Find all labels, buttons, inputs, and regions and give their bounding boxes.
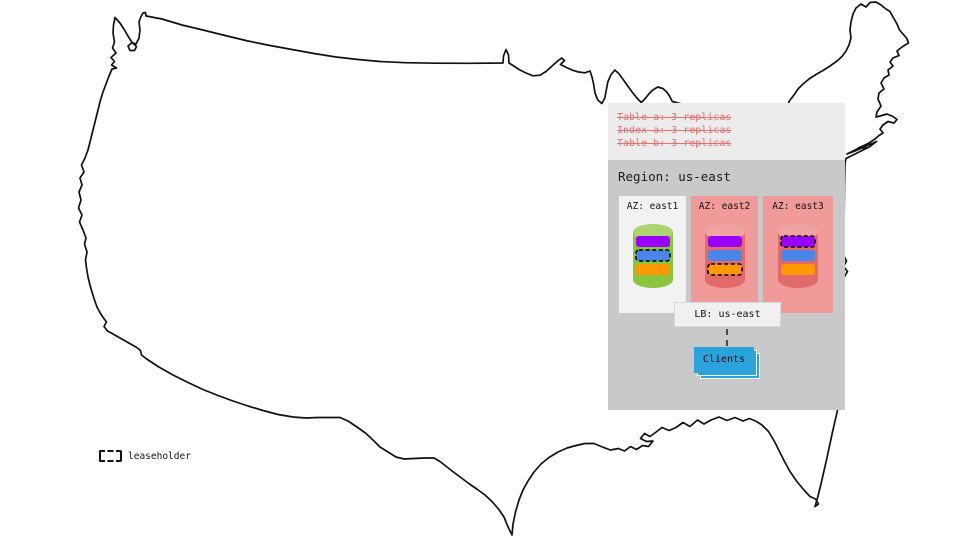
lb-clients-connector <box>726 329 728 346</box>
replica-blue-leaseholder <box>634 249 671 262</box>
replica-blue <box>707 250 742 261</box>
az-east2-box: AZ: east2 <box>691 196 758 313</box>
db-node-cylinder-green <box>632 224 673 288</box>
replica-purple-leaseholder <box>780 235 816 248</box>
region-title: Region: us-east <box>618 169 731 184</box>
clients-stack: Clients <box>694 347 760 379</box>
az-east1-box: AZ: east1 <box>619 196 686 313</box>
load-balancer-box: LB: us-east <box>674 302 781 327</box>
az-east1-label: AZ: east1 <box>626 201 679 212</box>
clients-label: Clients <box>702 354 746 365</box>
leaseholder-swatch-icon <box>99 450 122 462</box>
replica-purple <box>707 236 742 247</box>
db-node-cylinder-red <box>778 224 818 288</box>
replica-purple <box>635 236 670 247</box>
leaseholder-legend: leaseholder <box>99 450 191 462</box>
region-box: Region: us-east AZ: east1 AZ: east2 AZ: … <box>608 160 845 410</box>
long-island-mark <box>857 143 867 150</box>
replica-orange <box>781 264 815 275</box>
replica-annotations-box: Table a: 3 replicas Index a: 3 replicas … <box>608 103 845 160</box>
replica-orange-leaseholder <box>706 263 743 276</box>
az-east3-box: AZ: east3 <box>763 196 833 313</box>
db-node-cylinder-red <box>704 224 745 288</box>
annotation-table-b: Table b: 3 replicas <box>617 138 732 149</box>
replica-blue <box>781 250 815 261</box>
annotation-table-a: Table a: 3 replicas <box>617 112 732 123</box>
leaseholder-legend-label: leaseholder <box>128 450 191 462</box>
annotation-index-a: Index a: 3 replicas <box>617 125 732 136</box>
load-balancer-label: LB: us-east <box>694 309 761 320</box>
replica-orange <box>635 264 670 275</box>
clients-box: Clients <box>694 347 754 373</box>
az-east2-label: AZ: east2 <box>698 201 751 212</box>
az-east3-label: AZ: east3 <box>772 201 824 212</box>
